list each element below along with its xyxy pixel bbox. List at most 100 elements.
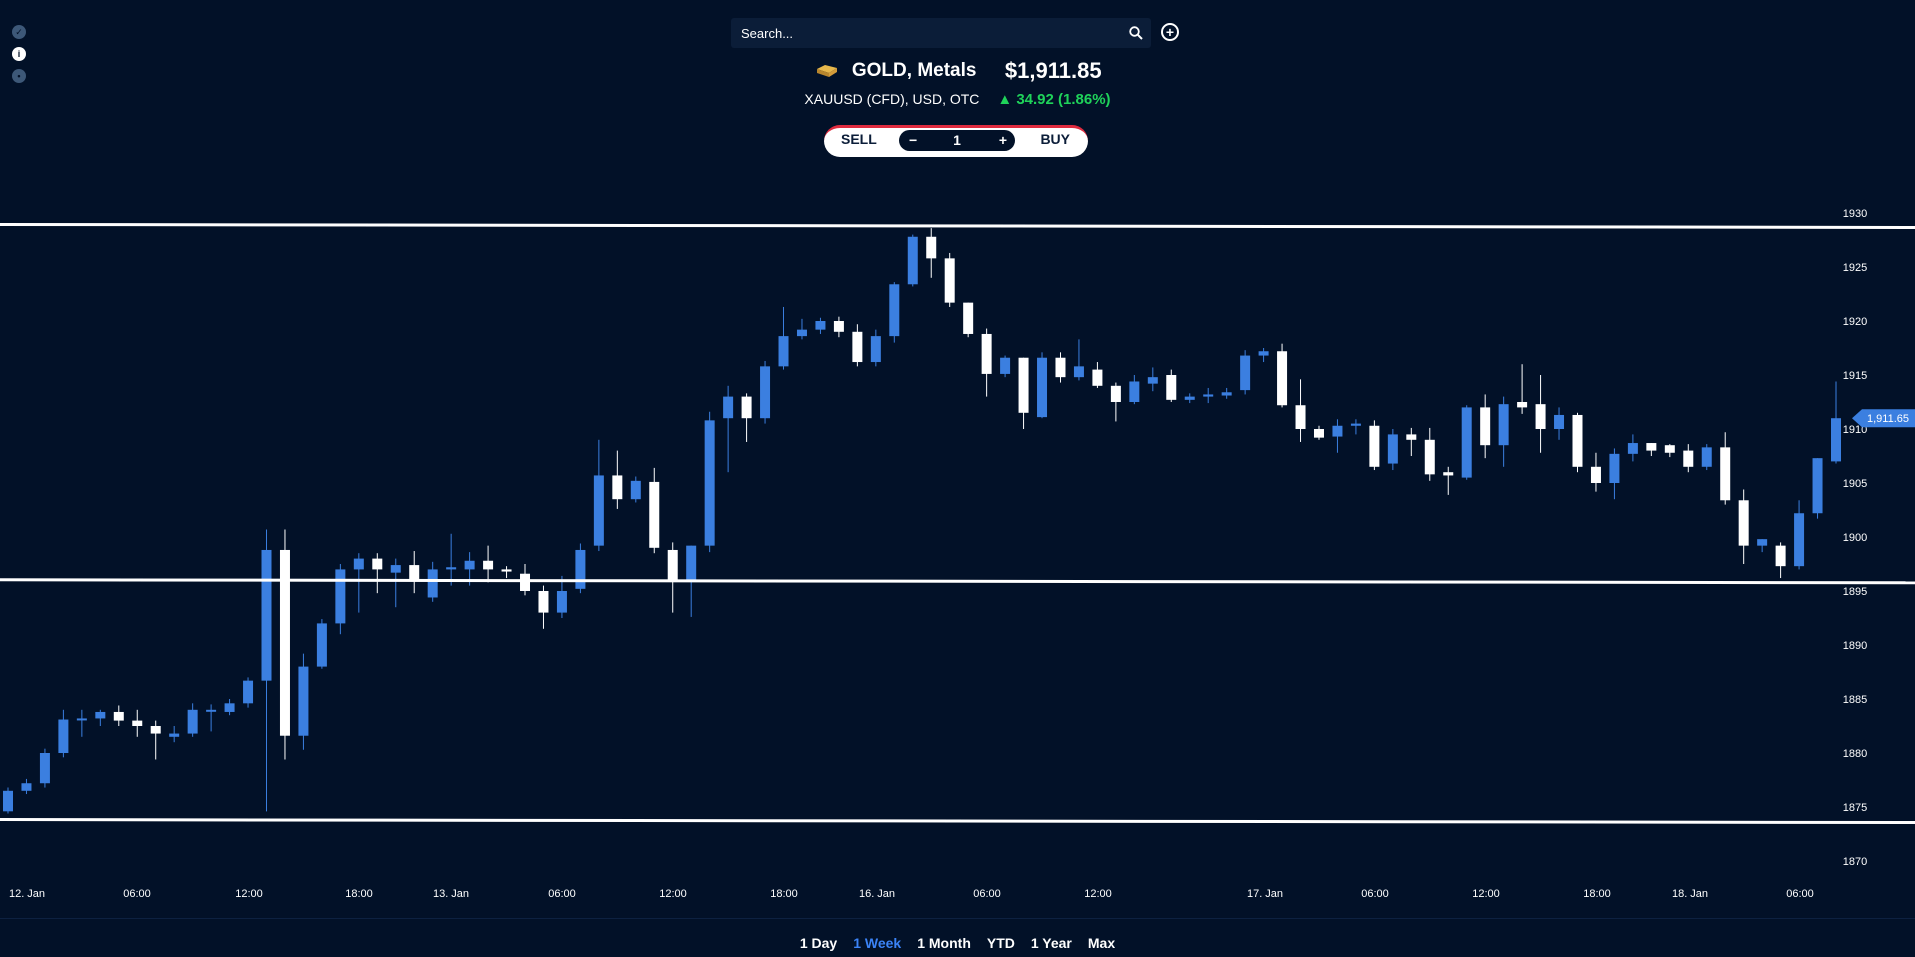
period-1-week[interactable]: 1 Week [853, 935, 902, 951]
candle-body [1221, 392, 1232, 396]
candle-body [1073, 366, 1084, 378]
chart-icon[interactable]: ✓ [12, 25, 26, 39]
period-1-year[interactable]: 1 Year [1030, 935, 1072, 951]
price-change: ▲ 34.92 (1.86%) [997, 91, 1111, 108]
y-tick-label: 1880 [1843, 748, 1867, 760]
candle-body [686, 545, 697, 581]
candle-body [279, 549, 290, 736]
instrument-price: $1,911.85 [1004, 58, 1102, 83]
candle-body [335, 569, 346, 624]
x-tick-label: 06:00 [548, 888, 576, 900]
candle-body [538, 591, 549, 613]
x-tick-label: 18:00 [770, 888, 798, 900]
candle-body [1203, 394, 1214, 397]
search-icon[interactable] [1121, 18, 1151, 48]
x-tick-label: 06:00 [1361, 888, 1389, 900]
candle-body [1092, 369, 1103, 386]
candle-body [944, 258, 955, 303]
candle-body [907, 236, 918, 285]
y-tick-label: 1905 [1843, 478, 1867, 490]
quantity-stepper: − 1 + [899, 130, 1015, 151]
candle-body [1757, 539, 1768, 546]
support-resistance-line[interactable] [0, 818, 1915, 825]
candle-body [353, 558, 364, 570]
candle-body [704, 420, 715, 546]
candle-body [446, 567, 457, 570]
candle-body [760, 366, 771, 419]
y-tick-label: 1915 [1843, 370, 1867, 382]
candle-body [649, 481, 660, 548]
y-tick-label: 1920 [1843, 316, 1867, 328]
x-tick-label: 13. Jan [433, 888, 469, 900]
candle-body [206, 709, 217, 712]
candle-body [95, 711, 106, 719]
quantity-value[interactable]: 1 [953, 132, 961, 148]
y-tick-label: 1890 [1843, 640, 1867, 652]
trade-widget: SELL − 1 + BUY [824, 125, 1088, 157]
candle-body [1424, 439, 1435, 475]
candle-body [1037, 357, 1048, 418]
x-tick-label: 12. Jan [9, 888, 45, 900]
period-ytd[interactable]: YTD [986, 935, 1015, 951]
candle-body [981, 333, 992, 374]
candle-body [852, 331, 863, 363]
candle-body [169, 733, 180, 737]
info-icon[interactable]: i [12, 47, 26, 61]
increase-button[interactable]: + [998, 132, 1007, 148]
candle-body [889, 284, 900, 337]
y-tick-label: 1885 [1843, 694, 1867, 706]
candle-body [1055, 357, 1066, 378]
support-resistance-line[interactable] [0, 222, 1915, 229]
candle-body [815, 321, 826, 330]
sell-button[interactable]: SELL [841, 131, 877, 147]
candle-body [76, 718, 87, 721]
instrument-header: GOLD, Metals $1,911.85 [0, 58, 1915, 84]
y-tick-label: 1910 [1843, 424, 1867, 436]
candle-body [1664, 445, 1675, 453]
candle-body [1277, 351, 1288, 406]
candle-body [150, 726, 161, 734]
y-tick-label: 1930 [1843, 208, 1867, 220]
support-resistance-line[interactable] [0, 578, 1915, 585]
settings-icon[interactable]: • [12, 69, 26, 83]
period-max[interactable]: Max [1087, 935, 1116, 951]
candle-body [575, 549, 586, 589]
candle-body [1332, 425, 1343, 437]
candle-body [1240, 355, 1251, 391]
candle-body [1406, 434, 1417, 440]
candle-body [1350, 423, 1361, 426]
candle-body [778, 336, 789, 367]
search-bar [731, 18, 1151, 48]
x-tick-label: 12:00 [1084, 888, 1112, 900]
candle-body [1313, 429, 1324, 438]
candle-body [483, 560, 494, 570]
candle-body [1369, 425, 1380, 467]
x-tick-label: 17. Jan [1247, 888, 1283, 900]
add-icon[interactable]: + [1161, 23, 1179, 41]
candle-body [1295, 405, 1306, 429]
x-tick-label: 12:00 [659, 888, 687, 900]
search-input[interactable] [731, 24, 1121, 42]
x-tick-label: 06:00 [1786, 888, 1814, 900]
candle-body [1831, 418, 1841, 462]
candle-body [1609, 453, 1620, 483]
period-1-day[interactable]: 1 Day [799, 935, 838, 951]
candle-body [1517, 402, 1528, 408]
divider [0, 918, 1915, 919]
candle-body [1627, 443, 1638, 454]
buy-button[interactable]: BUY [1040, 131, 1070, 147]
candle-body [1535, 404, 1546, 429]
candle-body [1794, 513, 1805, 567]
candle-body [390, 565, 401, 573]
candle-body [1387, 434, 1398, 464]
period-1-month[interactable]: 1 Month [917, 935, 971, 951]
candle-body [1147, 377, 1158, 384]
decrease-button[interactable]: − [909, 132, 918, 148]
price-chart[interactable]: 1930 1925 1920 1915 1910 1905 1900 1895 1890 1885… [0, 0, 1915, 910]
candle-body [1018, 357, 1029, 413]
candle-body [409, 565, 420, 581]
candle-body [21, 783, 32, 791]
y-tick-label: 1870 [1843, 856, 1867, 868]
candle-body [1461, 407, 1472, 478]
candle-body [243, 680, 254, 704]
